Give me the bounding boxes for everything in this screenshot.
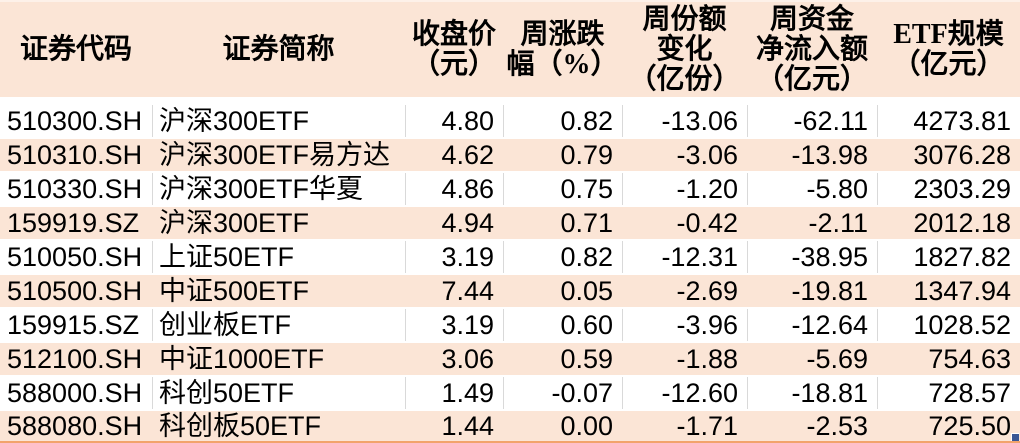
cell-name: 沪深300ETF易方达 [159,140,391,170]
table-row: 510330.SH 沪深300ETF华夏 4.86 0.75 -1.20 -5.… [0,171,1020,205]
cell-code: 588080.SH [7,411,143,441]
cell-close: 3.06 [441,344,494,374]
cell-chg: 0.59 [560,344,613,374]
cell-aum: 2303.29 [877,173,1020,205]
cell-code: 510310.SH [7,140,143,170]
excel-fill-handle[interactable] [1011,433,1019,441]
cell-share-chg: -12.31 [622,241,747,273]
cell-code: 512100.SH [7,344,143,374]
cell-share-chg: -1.20 [622,173,747,205]
cell-net-flow: -5.69 [806,344,868,374]
table-row: 159919.SZ 沪深300ETF 4.94 0.71 -0.42 -2.11… [0,205,1020,239]
cell-share-chg: -1.71 [676,411,738,441]
cell-share-chg: -2.69 [676,276,738,306]
cell-name: 科创50ETF [152,377,405,409]
column-header-aum: ETF规模 （亿元） [892,18,1005,80]
column-header-chg: 周涨跌 幅（%） [506,18,619,80]
cell-net-flow: -2.11 [808,208,868,238]
column-header-name: 证券简称 [222,33,335,65]
cell-code: 510500.SH [7,276,143,306]
cell-chg: 0.82 [503,241,622,273]
table-row: 510500.SH 中证500ETF 7.44 0.05 -2.69 -19.8… [0,273,1020,307]
cell-code: 510300.SH [7,106,143,136]
column-header-share-chg: 周份额 变化 （亿份） [628,3,741,95]
cell-code: 510050.SH [7,242,143,272]
cell-code: 510330.SH [7,174,143,204]
cell-share-chg: -13.06 [622,105,747,137]
column-header-net-flow: 周资金 净流入额 （亿元） [755,3,868,95]
cell-chg: 0.75 [503,173,622,205]
cell-share-chg: -3.06 [676,140,738,170]
column-header-code: 证券代码 [19,33,132,65]
cell-close: 7.44 [441,276,494,306]
cell-aum: 1347.94 [913,276,1011,306]
column-header-close: 收盘价 （元） [411,18,496,80]
cell-name: 沪深300ETF华夏 [152,173,405,205]
cell-net-flow: -2.53 [806,411,868,441]
cell-share-chg: -1.88 [676,344,738,374]
cell-name: 中证1000ETF [159,344,325,374]
cell-close: 4.94 [441,208,494,238]
table-row: 588000.SH 科创50ETF 1.49 -0.07 -12.60 -18.… [0,375,1020,409]
table-row: 512100.SH 中证1000ETF 3.06 0.59 -1.88 -5.6… [0,341,1020,375]
cell-aum: 1827.82 [877,241,1020,273]
cell-close: 4.86 [405,173,503,205]
cell-aum: 754.63 [928,344,1011,374]
cell-name: 科创板50ETF [159,411,322,441]
table-row: 510050.SH 上证50ETF 3.19 0.82 -12.31 -38.9… [0,239,1020,273]
cell-chg: -0.07 [503,377,622,409]
cell-share-chg: -12.60 [622,377,747,409]
cell-code: 159919.SZ [7,208,140,238]
cell-aum: 725.50 [928,411,1011,441]
table-row: 588080.SH 科创板50ETF 1.44 0.00 -1.71 -2.53… [0,409,1020,443]
cell-close: 3.19 [405,309,503,341]
cell-net-flow: -19.81 [791,276,868,306]
cell-close: 4.62 [441,140,494,170]
table-body: 510300.SH 沪深300ETF 4.80 0.82 -13.06 -62.… [0,103,1020,443]
cell-chg: 0.60 [503,309,622,341]
cell-net-flow: -12.64 [747,309,877,341]
cell-close: 4.80 [405,105,503,137]
cell-close: 3.19 [405,241,503,273]
cell-share-chg: -3.96 [622,309,747,341]
cell-share-chg: -0.42 [676,208,738,238]
cell-net-flow: -18.81 [747,377,877,409]
table-row: 510300.SH 沪深300ETF 4.80 0.82 -13.06 -62.… [0,103,1020,137]
cell-chg: 0.71 [560,208,613,238]
cell-aum: 3076.28 [913,140,1011,170]
cell-name: 沪深300ETF [159,208,310,238]
cell-name: 沪深300ETF [152,105,405,137]
cell-name: 创业板ETF [152,309,405,341]
cell-close: 1.49 [405,377,503,409]
cell-close: 1.44 [441,411,494,441]
table-header-row: 证券代码 证券简称 收盘价 （元） 周涨跌 幅（%） 周份额 变化 （亿份） 周… [0,0,1020,103]
cell-code: 159915.SZ [7,310,140,340]
cell-net-flow: -5.80 [747,173,877,205]
cell-name: 上证50ETF [152,241,405,273]
cell-net-flow: -62.11 [747,105,877,137]
table-row: 159915.SZ 创业板ETF 3.19 0.60 -3.96 -12.64 … [0,307,1020,341]
cell-net-flow: -13.98 [791,140,868,170]
cell-aum: 2012.18 [913,208,1011,238]
cell-code: 588000.SH [7,378,143,408]
cell-name: 中证500ETF [159,276,310,306]
cell-chg: 0.82 [503,105,622,137]
cell-aum: 4273.81 [877,105,1020,137]
cell-aum: 1028.52 [877,309,1020,341]
cell-net-flow: -38.95 [747,241,877,273]
cell-aum: 728.57 [877,377,1020,409]
table-row: 510310.SH 沪深300ETF易方达 4.62 0.79 -3.06 -1… [0,137,1020,171]
cell-chg: 0.79 [560,140,613,170]
cell-chg: 0.00 [560,411,613,441]
cell-chg: 0.05 [560,276,613,306]
